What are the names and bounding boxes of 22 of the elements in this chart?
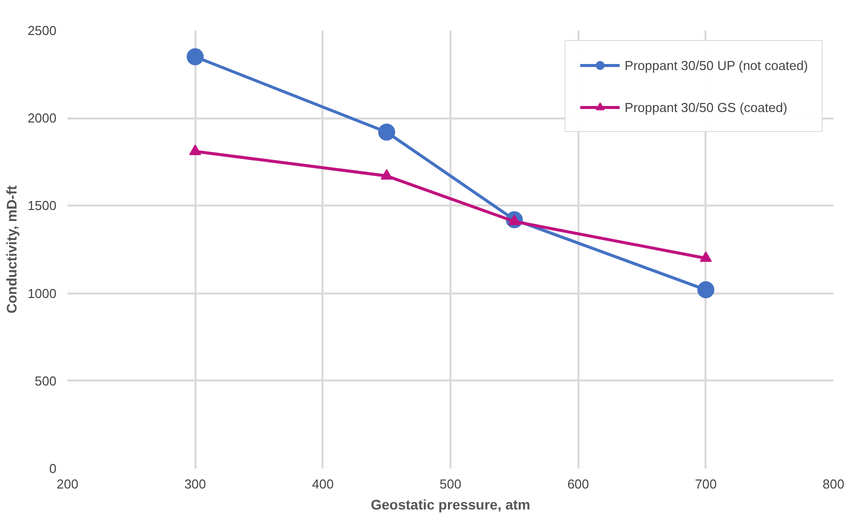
y-tick-label: 2000 [28,110,56,126]
y-tick-label: 1000 [28,286,56,301]
legend-label: Proppant 30/50 UP (not coated) [624,58,808,72]
point [380,169,393,180]
point [186,48,204,66]
y-tick-label: 0 [49,461,57,476]
x-tick-label: 700 [694,476,717,492]
x-tick-label: 600 [567,476,590,492]
y-axis-title: Conductivity, mD-ft [4,185,20,314]
y-tick-label: 1500 [28,198,56,214]
x-axis-title: Geostatic pressure, atm [370,496,530,512]
y-tick-label: 2500 [28,23,56,38]
point [700,251,712,262]
point [378,124,396,141]
x-tick-label: 800 [822,476,844,492]
point [189,144,202,156]
x-tick-label: 500 [440,476,462,492]
legend-label: Proppant 30/50 GS (coated) [624,100,788,114]
y-tick-label: 500 [34,373,57,388]
x-tick-label: 200 [56,476,78,492]
x-tick-label: 400 [312,476,334,492]
x-tick-label: 300 [184,476,206,492]
